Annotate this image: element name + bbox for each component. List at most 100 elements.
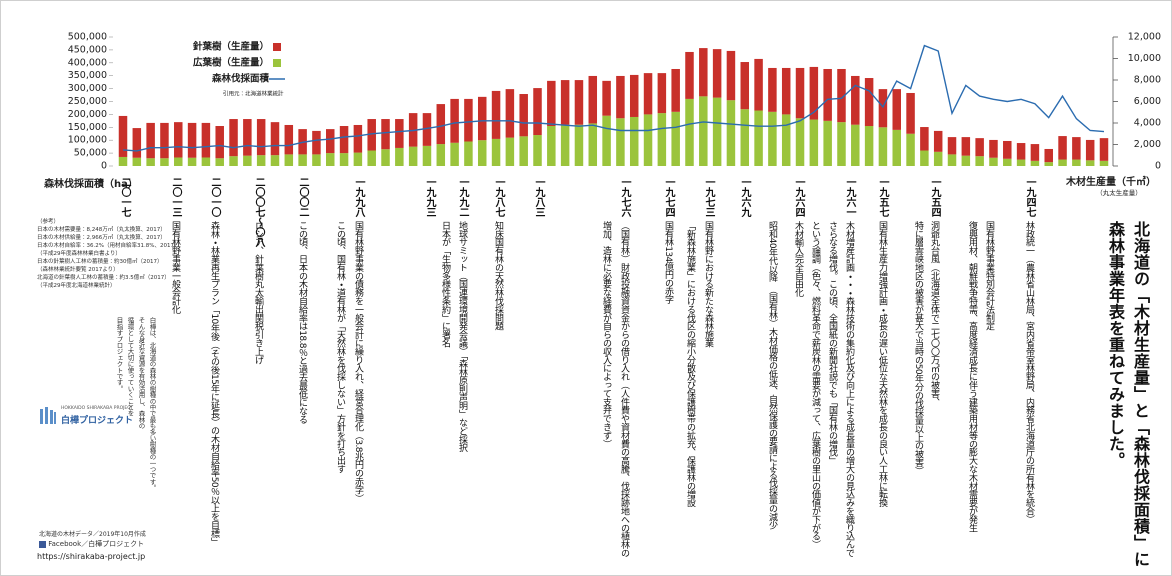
reference-line: （平成29年度北海道林業統計） (37, 283, 116, 289)
timeline-year: 一九九三 (424, 177, 435, 217)
timeline-event: 知床国有林の天然林伐採問題 (493, 221, 503, 331)
bar (602, 80, 611, 116)
bar (892, 89, 901, 130)
bar (1058, 136, 1067, 160)
y-axis-label: 森林伐採面積（ha） (43, 177, 138, 190)
timeline-event: 復興用材、朝鮮戦争特需、高度経済成長に伴う建築用材等の膨大な木材需要が発生 (967, 221, 977, 532)
footer-note: 北海道の木材データ／2019年10月作成 (39, 531, 146, 538)
y2-axis-note: （丸太生産量） (1096, 188, 1142, 197)
timeline-year: 二〇一〇 (209, 177, 220, 217)
bar (754, 110, 763, 166)
timeline-event: 地球サミット（国連環境開発会議）「森林原則声明」など採択 (457, 221, 467, 452)
bar (464, 141, 473, 166)
bar (740, 109, 750, 166)
bar (560, 124, 570, 166)
bar (422, 145, 432, 166)
y2-tick-label: 4,000 (1134, 118, 1161, 129)
bar (616, 75, 625, 119)
bar (1072, 137, 1081, 160)
bar (505, 137, 515, 166)
bar (174, 122, 183, 158)
source-note: 引用元：北海道林業統計 (223, 90, 284, 98)
bar (975, 156, 984, 166)
bar (989, 157, 998, 166)
timeline-event: 国有林生産力増強計画・成長の遅い低位な天然林を成長の良い人工林に転換 (877, 221, 887, 507)
reference-line: 日本の木材供給量：2,966万㎥（丸太換算、2017） (37, 235, 166, 241)
bar (892, 129, 901, 166)
bar (132, 128, 142, 158)
timeline-event: 国有林野事業特別会計法制定 (984, 221, 994, 331)
y2-tick-label: 8,000 (1134, 75, 1161, 86)
bar (1030, 144, 1040, 161)
bar (187, 122, 197, 158)
y2-tick-label: 10,000 (1128, 53, 1161, 64)
y-tick-label: 400,000 (68, 57, 107, 68)
bar (671, 68, 680, 112)
bar (381, 119, 390, 150)
bar (602, 115, 611, 166)
bar (837, 122, 846, 166)
timeline-year: 二〇一七 (119, 177, 130, 217)
bar (312, 130, 321, 155)
y-tick-label: 450,000 (68, 44, 107, 55)
bar (174, 157, 183, 166)
bar (809, 66, 819, 120)
timeline-year: 一九七六 (619, 177, 630, 217)
timeline-event: 木材輸入完全自由化 (793, 221, 803, 297)
bar (547, 80, 556, 127)
y-tick-label: 350,000 (68, 70, 107, 81)
timeline-year: 二〇一三 (170, 177, 181, 217)
legend-swatch (273, 43, 281, 51)
bar (920, 150, 929, 166)
legend-label: 森林伐採面積 (212, 73, 270, 85)
bar (768, 67, 777, 112)
logo-sub: HOKKAIDO SHIRAKABA PROJECT (61, 406, 134, 411)
bar (989, 139, 998, 158)
timeline-year: 一九六四 (793, 177, 804, 217)
bar (726, 100, 736, 166)
chart: 森林伐採面積（ha） 木材生産量（千㎥） （丸太生産量） 引用元：北海道林業統計… (43, 32, 1161, 198)
bar (201, 157, 211, 166)
bar (118, 156, 128, 166)
timeline-event: 木材増産計画・・・森林技術の集約化及び向上による成長量の増大の見込みを織り込んで (844, 221, 854, 558)
y-tick-label: 0 (101, 161, 107, 172)
bar (146, 158, 155, 166)
bar (477, 96, 487, 141)
bar (629, 116, 639, 166)
bar (519, 136, 528, 166)
bar (422, 113, 432, 146)
legend-label: 針葉樹（生産量） (193, 41, 269, 53)
timeline-event: ロシア、針葉樹丸太輸出関税引き上げ (253, 221, 263, 364)
bar (243, 155, 252, 166)
bar (436, 144, 446, 166)
bar (1003, 140, 1012, 159)
bar (823, 68, 832, 121)
bar (643, 114, 653, 166)
bar (878, 127, 888, 166)
timeline-year: 一九四七 (1024, 177, 1035, 217)
bar (657, 113, 667, 166)
bar (1085, 139, 1095, 161)
bar (215, 158, 224, 166)
bar (864, 78, 874, 127)
timeline-year: 一九八七 (493, 177, 504, 217)
bar (1003, 158, 1012, 166)
bar (1058, 159, 1067, 166)
bar (920, 127, 929, 151)
bar (961, 137, 971, 156)
timeline-year: 二〇〇七〜〇八 (253, 177, 264, 247)
facebook-text: Facebook／白樺プロジェクト (48, 540, 145, 548)
timeline-event: 森林・林業再生プラン「10年後（その後15年に延長）の木材自給率50％以上を目標… (209, 221, 219, 546)
bar (187, 157, 197, 166)
y-tick-label: 150,000 (68, 122, 107, 133)
bar (1085, 160, 1095, 166)
bar (491, 90, 501, 139)
footer-url[interactable]: https://shirakaba-project.jp (37, 552, 146, 561)
bar (574, 124, 584, 166)
timeline-year: 一九五七 (877, 177, 888, 217)
message-line: 循環として大切に使っていくことを (126, 317, 134, 417)
bar (851, 124, 860, 166)
timeline-year: 一九九八 (353, 177, 364, 217)
legend-label: 広葉樹（生産量） (192, 57, 269, 69)
bar (726, 50, 736, 101)
